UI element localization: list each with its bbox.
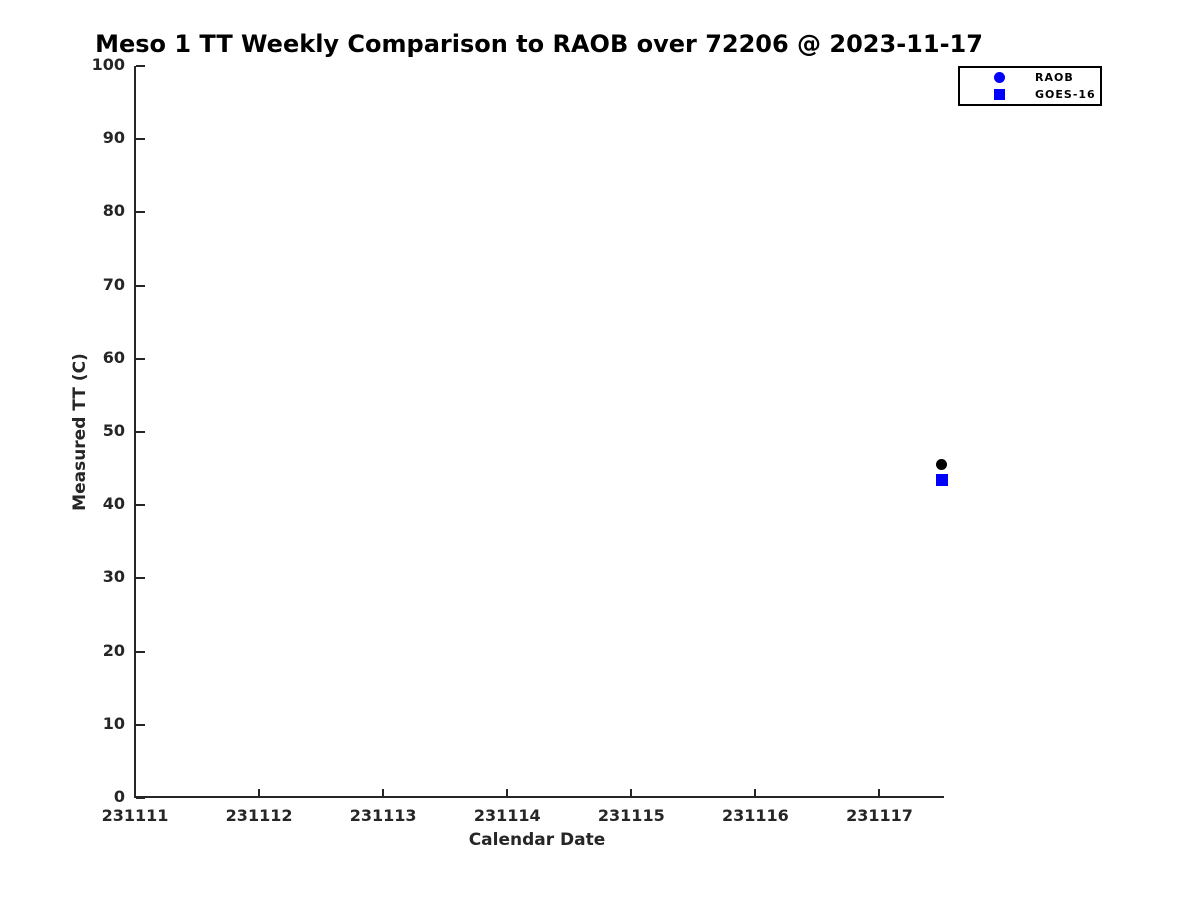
x-tick-mark	[754, 789, 757, 798]
x-axis-label: Calendar Date	[468, 830, 606, 850]
data-point-goes-16	[935, 474, 948, 487]
y-tick-label: 20	[102, 640, 125, 660]
chart-title: Meso 1 TT Weekly Comparison to RAOB over…	[95, 30, 983, 58]
x-tick-mark	[134, 789, 136, 798]
x-tick-label: 231116	[721, 806, 789, 825]
y-tick-mark	[136, 211, 145, 214]
square-icon	[994, 89, 1005, 101]
x-tick-label: 231114	[473, 806, 541, 825]
x-tick-label: 231113	[349, 806, 417, 825]
y-tick-label: 50	[102, 421, 125, 440]
circle-icon	[994, 71, 1005, 83]
y-tick-label: 100	[91, 55, 125, 74]
x-tick-label: 231117	[846, 806, 913, 825]
x-tick-mark	[630, 789, 633, 798]
y-tick-label: 0	[113, 787, 125, 806]
y-tick-label: 70	[102, 274, 125, 294]
y-tick-label: 90	[102, 128, 125, 148]
y-tick-mark	[136, 577, 145, 580]
y-tick-label: 80	[102, 201, 125, 221]
legend-row-goes16: GOES-16	[960, 87, 1100, 103]
y-axis-line	[134, 66, 136, 798]
y-tick-mark	[136, 431, 145, 433]
x-tick-label: 231115	[597, 806, 665, 825]
x-tick-mark	[382, 789, 385, 798]
legend-label-goes16: GOES-16	[1035, 88, 1096, 102]
x-axis-line	[134, 796, 944, 798]
y-tick-mark	[136, 65, 145, 67]
y-tick-mark	[136, 650, 145, 653]
x-tick-label: 231112	[225, 806, 293, 825]
y-tick-mark	[136, 504, 145, 507]
y-tick-mark	[136, 723, 145, 726]
x-tick-mark	[506, 789, 509, 798]
data-point-raob	[936, 458, 948, 470]
y-tick-label: 10	[102, 713, 125, 733]
legend-row-raob: RAOB	[960, 69, 1100, 85]
legend-label-raob: RAOB	[1035, 70, 1074, 84]
y-tick-mark	[136, 284, 145, 287]
x-tick-label: 231111	[101, 806, 169, 825]
y-tick-mark	[136, 797, 145, 799]
y-tick-mark	[136, 357, 145, 360]
legend: RAOB GOES-16	[958, 66, 1102, 106]
x-tick-mark	[878, 789, 881, 798]
y-tick-label: 30	[102, 567, 125, 587]
x-tick-mark	[258, 789, 261, 798]
y-tick-label: 60	[102, 347, 125, 367]
y-tick-label: 40	[102, 494, 125, 514]
y-tick-mark	[136, 138, 145, 141]
